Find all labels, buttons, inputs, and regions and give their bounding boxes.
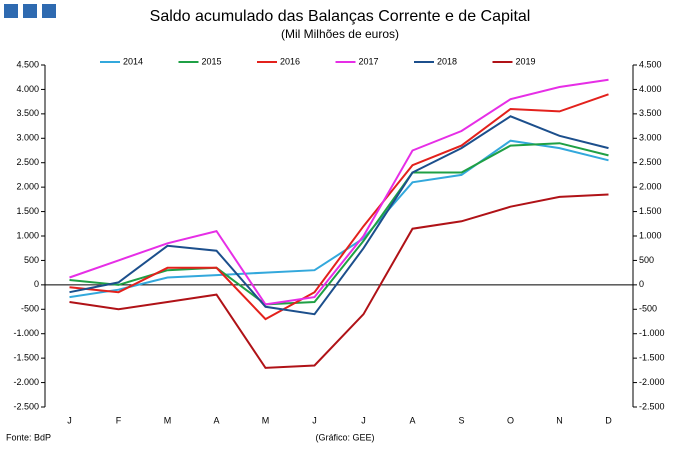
y-tick-label: 2.000 xyxy=(16,182,39,192)
series-line xyxy=(69,78,609,306)
x-tick-label: M xyxy=(262,415,270,425)
x-tick-label: M xyxy=(164,415,172,425)
y-tick-label: 4.000 xyxy=(16,84,39,94)
series-line xyxy=(69,115,609,316)
y2-tick-label: -2.000 xyxy=(639,377,665,387)
x-tick-label: A xyxy=(213,415,219,425)
series-line xyxy=(69,93,609,321)
legend-label: 2018 xyxy=(437,56,457,66)
y-tick-label: 1.000 xyxy=(16,230,39,240)
legend-label: 2015 xyxy=(202,56,222,66)
y2-tick-label: 3.500 xyxy=(639,108,662,118)
y-tick-label: -500 xyxy=(21,304,39,314)
series-line xyxy=(69,193,609,369)
y-tick-label: -1.500 xyxy=(13,353,39,363)
logo-square xyxy=(42,4,56,18)
x-tick-label: O xyxy=(507,415,514,425)
x-tick-label: D xyxy=(605,415,612,425)
x-tick-label: F xyxy=(116,415,122,425)
y-tick-label: -1.000 xyxy=(13,328,39,338)
legend-label: 2014 xyxy=(123,56,143,66)
y-tick-label: 4.500 xyxy=(16,59,39,69)
y2-tick-label: 0 xyxy=(639,279,644,289)
series-line xyxy=(69,139,609,299)
x-tick-label: J xyxy=(67,415,72,425)
y2-tick-label: 1.000 xyxy=(639,230,662,240)
y2-tick-label: -2.500 xyxy=(639,401,665,411)
y-tick-label: 500 xyxy=(24,255,39,265)
y-tick-label: 2.500 xyxy=(16,157,39,167)
y2-tick-label: 4.000 xyxy=(639,84,662,94)
legend-label: 2016 xyxy=(280,56,300,66)
y2-tick-label: -1.000 xyxy=(639,328,665,338)
x-tick-label: A xyxy=(409,415,415,425)
x-tick-label: S xyxy=(458,415,464,425)
legend-label: 2017 xyxy=(359,56,379,66)
y2-tick-label: -1.500 xyxy=(639,353,665,363)
y2-tick-label: 4.500 xyxy=(639,59,662,69)
logo-square xyxy=(23,4,37,18)
chart-title: Saldo acumulado das Balanças Corrente e … xyxy=(150,8,531,25)
legend-label: 2019 xyxy=(516,56,536,66)
y-tick-label: 0 xyxy=(34,279,39,289)
chart-subtitle: (Mil Milhões de euros) xyxy=(281,27,399,41)
y2-tick-label: 1.500 xyxy=(639,206,662,216)
x-tick-label: N xyxy=(556,415,563,425)
logo-square xyxy=(4,4,18,18)
y2-tick-label: 2.000 xyxy=(639,182,662,192)
y2-tick-label: 2.500 xyxy=(639,157,662,167)
y-tick-label: 1.500 xyxy=(16,206,39,216)
x-tick-label: J xyxy=(312,415,317,425)
credit: (Gráfico: GEE) xyxy=(315,432,374,442)
y-tick-label: 3.000 xyxy=(16,133,39,143)
y2-tick-label: 500 xyxy=(639,255,654,265)
y-tick-label: -2.500 xyxy=(13,401,39,411)
y2-tick-label: -500 xyxy=(639,304,657,314)
y-tick-label: -2.000 xyxy=(13,377,39,387)
source: Fonte: BdP xyxy=(6,432,51,442)
x-tick-label: J xyxy=(361,415,366,425)
y2-tick-label: 3.000 xyxy=(639,133,662,143)
y-tick-label: 3.500 xyxy=(16,108,39,118)
